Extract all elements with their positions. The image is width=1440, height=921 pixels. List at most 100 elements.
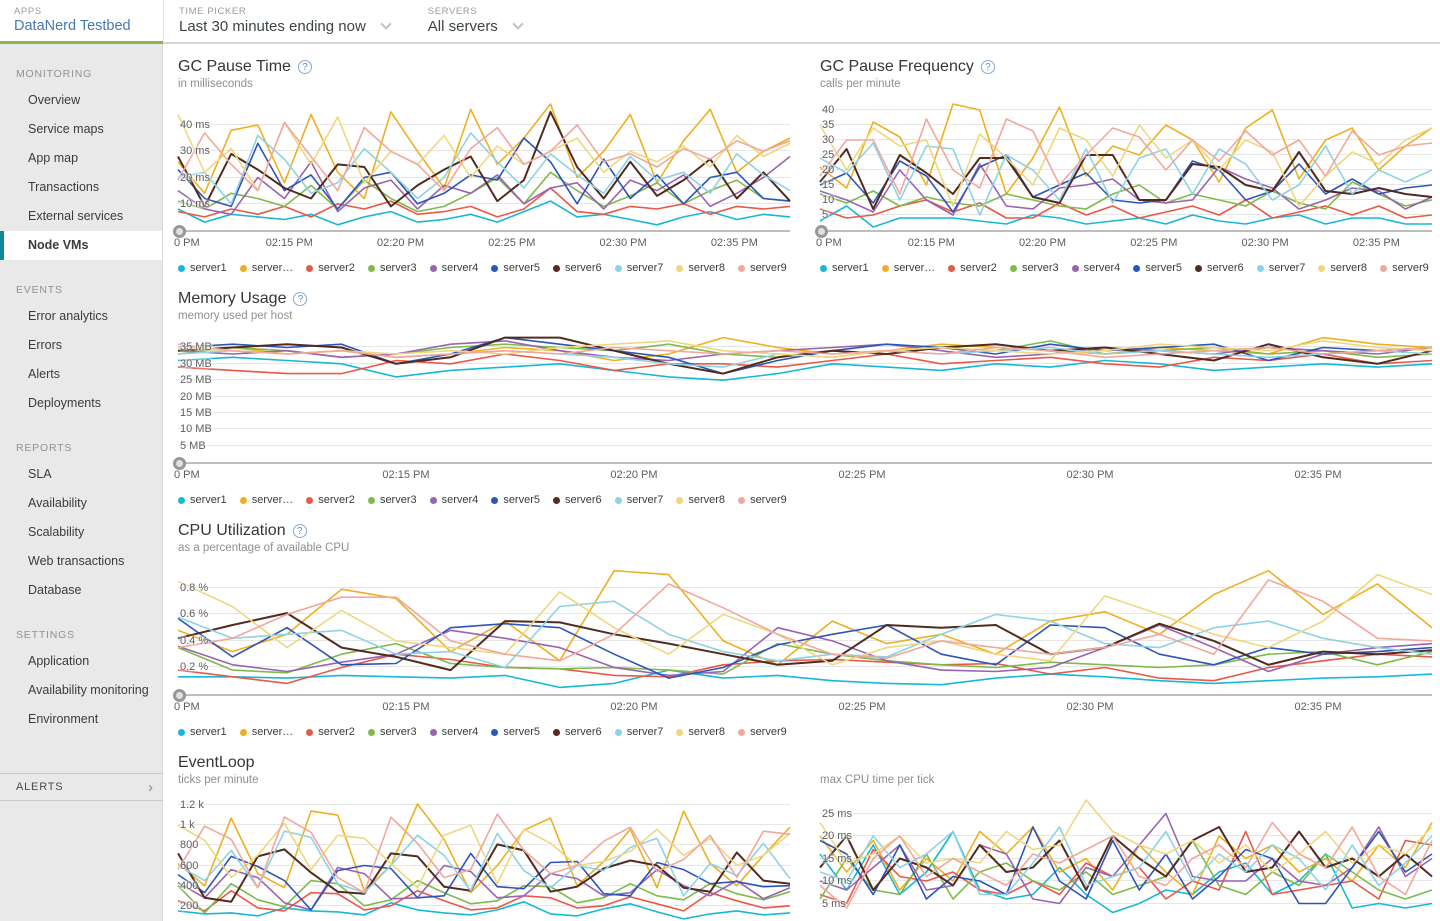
legend-item-server3[interactable]: server3 — [367, 262, 417, 274]
legend-dot — [881, 264, 889, 272]
legend-dot — [614, 728, 622, 736]
time-scrubber-handle[interactable] — [815, 225, 828, 238]
legend-item-server2[interactable]: server2 — [306, 726, 355, 738]
legend-item-server6[interactable]: server6 — [553, 726, 602, 738]
chart-legend: server1 server… server2 server3 server4 serve… — [178, 492, 1432, 508]
legend-label: server6 — [565, 726, 602, 738]
sidebar-item-errors[interactable]: Errors — [28, 338, 63, 352]
sidebar-alerts-bar[interactable]: ALERTS › — [0, 773, 163, 801]
legend-item-server7[interactable]: server7 — [1256, 262, 1305, 274]
sidebar-item-scalability[interactable]: Scalability — [28, 525, 85, 539]
time-scrubber-handle[interactable] — [173, 689, 186, 702]
sidebar-item-environment[interactable]: Environment — [28, 712, 99, 726]
legend-item-server2[interactable]: server2 — [306, 262, 355, 274]
app-name-link[interactable]: DataNerd Testbed — [14, 18, 131, 34]
legend-item-server8[interactable]: server8 — [676, 726, 725, 738]
sidebar-item-application[interactable]: Application — [28, 654, 90, 668]
gridline — [178, 395, 1432, 397]
legend-dot — [676, 264, 684, 272]
time-scrubber-handle[interactable] — [173, 457, 186, 470]
series-line-server5 — [177, 852, 791, 911]
chart-plot[interactable]: 0.2 % 0.4 % 0.6 % 0.8 % — [173, 568, 1433, 702]
chart-x-axis: 0 PM 02:15 PM 02:20 PM 02:25 PM 02:30 PM 02:3… — [174, 701, 1432, 716]
legend-item-server2[interactable]: server2 — [948, 262, 997, 274]
chart-subtitle: ticks per minute — [178, 774, 259, 786]
sidebar-item-node-vms[interactable]: Node VMs — [0, 231, 162, 260]
help-icon[interactable]: ? — [297, 60, 312, 74]
sidebar-item-error-analytics[interactable]: Error analytics — [28, 309, 108, 323]
legend-item-server6[interactable]: server6 — [1195, 262, 1244, 274]
sidebar-item-web-transactions[interactable]: Web transactions — [28, 554, 125, 568]
sidebar-item-alerts[interactable]: Alerts — [28, 367, 60, 381]
legend-item-server4[interactable]: server4 — [1071, 262, 1120, 274]
legend-item-server…[interactable]: server… — [239, 494, 294, 506]
legend-dot — [1071, 264, 1079, 272]
legend-item-server2[interactable]: server2 — [306, 494, 355, 506]
legend-item-server9[interactable]: server9 — [738, 726, 787, 738]
legend-item-server5[interactable]: server5 — [491, 494, 540, 506]
help-icon[interactable]: ? — [980, 60, 995, 74]
legend-item-server8[interactable]: server8 — [676, 262, 725, 274]
help-icon[interactable]: ? — [292, 524, 307, 538]
sidebar-item-availability[interactable]: Availability — [28, 496, 87, 510]
legend-dot — [614, 496, 622, 504]
legend-item-server8[interactable]: server8 — [676, 494, 725, 506]
chart-title: GC Pause Time — [178, 57, 291, 75]
legend-label: server… — [251, 494, 294, 506]
sidebar-item-overview[interactable]: Overview — [28, 93, 81, 107]
sidebar-item-external-services[interactable]: External services — [28, 209, 124, 223]
y-tick-label: 15 — [822, 179, 835, 191]
sidebar-item-app-map[interactable]: App map — [28, 151, 79, 165]
legend-item-server6[interactable]: server6 — [553, 494, 602, 506]
sidebar-item-deployments[interactable]: Deployments — [28, 396, 101, 410]
time-scrubber-handle[interactable] — [173, 225, 186, 238]
legend-item-server9[interactable]: server9 — [1380, 262, 1429, 274]
legend-item-server…[interactable]: server… — [239, 262, 293, 274]
legend-item-server5[interactable]: server5 — [1133, 262, 1182, 274]
chart-plot[interactable]: 5 ms 10 ms 15 ms 20 ms 25 ms — [819, 799, 1433, 921]
legend-dot — [1009, 264, 1017, 272]
sidebar-item-availability-monitoring[interactable]: Availability monitoring — [28, 683, 149, 697]
legend-item-server9[interactable]: server9 — [738, 494, 787, 506]
chart-plot[interactable]: 200 400 600 800 1 k 1.2 k — [177, 799, 791, 921]
chart-memory-usage: Memory Usage ? memory used per host 5 MB… — [173, 288, 1433, 508]
sidebar-item-database[interactable]: Database — [28, 583, 82, 597]
legend-item-server1[interactable]: server1 — [178, 726, 227, 738]
gridline — [820, 857, 1432, 859]
sidebar-item-service-maps[interactable]: Service maps — [28, 122, 104, 136]
legend-item-server5[interactable]: server5 — [491, 726, 540, 738]
legend-item-server1[interactable]: server1 — [178, 262, 227, 274]
legend-item-server7[interactable]: server7 — [614, 494, 663, 506]
sidebar-item-transactions[interactable]: Transactions — [28, 180, 100, 194]
app-switcher[interactable]: APPS DataNerd Testbed — [0, 0, 163, 44]
legend-item-server1[interactable]: server1 — [178, 494, 227, 506]
legend-item-server…[interactable]: server… — [881, 262, 935, 274]
legend-item-server3[interactable]: server3 — [1009, 262, 1059, 274]
legend-item-server3[interactable]: server3 — [367, 494, 417, 506]
chart-plot[interactable]: 5 MB 10 MB 15 MB 20 MB 25 MB 30 MB 35 MB — [173, 336, 1433, 470]
legend-item-server5[interactable]: server5 — [491, 262, 540, 274]
legend-item-server…[interactable]: server… — [239, 726, 293, 738]
help-icon[interactable]: ? — [293, 292, 308, 306]
chart-plot[interactable]: 10 ms 20 ms 30 ms 40 ms — [173, 103, 791, 238]
legend-item-server8[interactable]: server8 — [1318, 262, 1367, 274]
legend-item-server7[interactable]: server7 — [614, 262, 663, 274]
legend-dot — [367, 496, 375, 504]
y-tick-label: 10 — [822, 194, 835, 206]
time-picker[interactable]: TIME PICKER Last 30 minutes ending now — [179, 0, 392, 42]
legend-item-server7[interactable]: server7 — [614, 726, 663, 738]
legend-item-server4[interactable]: server4 — [429, 726, 478, 738]
time-picker-value: Last 30 minutes ending now — [179, 18, 366, 35]
servers-picker[interactable]: SERVERS All servers — [428, 0, 524, 42]
legend-item-server3[interactable]: server3 — [367, 726, 417, 738]
legend-item-server4[interactable]: server4 — [429, 494, 478, 506]
y-tick-label: 10 MB — [180, 423, 212, 436]
legend-item-server9[interactable]: server9 — [738, 262, 787, 274]
legend-dot — [178, 264, 185, 272]
legend-item-server1[interactable]: server1 — [820, 262, 869, 274]
chart-legend: server1 server… server2 server3 server4 serve… — [820, 260, 1432, 276]
legend-item-server4[interactable]: server4 — [429, 262, 478, 274]
sidebar-item-sla[interactable]: SLA — [28, 467, 52, 481]
chart-plot[interactable]: 5 10 15 20 25 30 35 40 — [815, 103, 1433, 238]
legend-item-server6[interactable]: server6 — [553, 262, 602, 274]
